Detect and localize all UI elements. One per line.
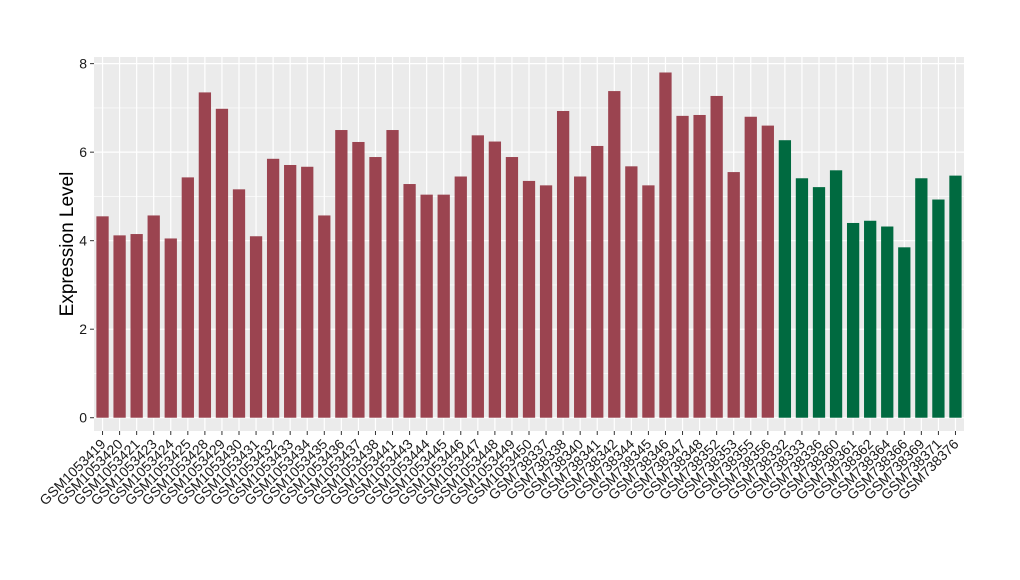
bar [488,141,502,418]
bar [659,72,672,418]
y-axis: 0 2 4 6 8 [79,56,94,426]
y-tick-label: 4 [79,233,87,249]
bar [881,226,894,418]
bar [608,91,621,418]
bar [420,194,433,418]
bar [846,222,860,418]
bars [96,72,962,418]
bar [556,110,570,418]
bar [249,236,263,418]
bar [625,166,638,418]
bar [454,176,467,418]
bar [761,125,774,418]
bar [829,170,843,418]
y-tick-label: 2 [79,321,87,337]
bar [915,178,928,418]
bar [113,235,126,418]
bar [284,164,297,418]
y-axis-title: Expression Level [57,172,78,317]
bar [352,141,365,418]
bar [591,145,604,418]
bar [130,234,143,418]
bar [949,175,962,418]
bar [301,166,314,418]
bar [505,157,519,418]
bar [403,184,416,418]
bar [778,140,792,418]
bar [335,130,348,418]
bar [198,92,212,418]
bar [898,247,911,418]
bar [181,177,194,418]
bar [539,185,553,418]
bar [795,178,809,418]
bar [369,157,382,418]
bar [642,185,655,418]
bar [710,95,723,418]
bar [812,187,826,418]
y-tick-label: 8 [79,56,87,72]
bar [522,180,536,418]
bar [727,172,740,418]
bar [437,194,450,418]
y-tick-label: 0 [79,410,87,426]
bar [266,158,280,418]
bar [215,108,229,418]
bar [574,176,587,418]
bar [676,115,689,418]
y-tick-label: 6 [79,144,87,160]
bar [147,215,160,418]
x-axis: GSM1053419GSM1053420GSM1053421GSM1053423… [36,431,962,508]
bar [932,199,945,418]
bar [96,216,109,418]
bar [693,114,706,418]
bar [164,238,177,418]
bar [471,135,484,418]
bar [864,220,877,418]
bar [232,189,246,418]
bar [386,130,399,418]
bar [744,116,757,418]
bar [318,215,331,418]
